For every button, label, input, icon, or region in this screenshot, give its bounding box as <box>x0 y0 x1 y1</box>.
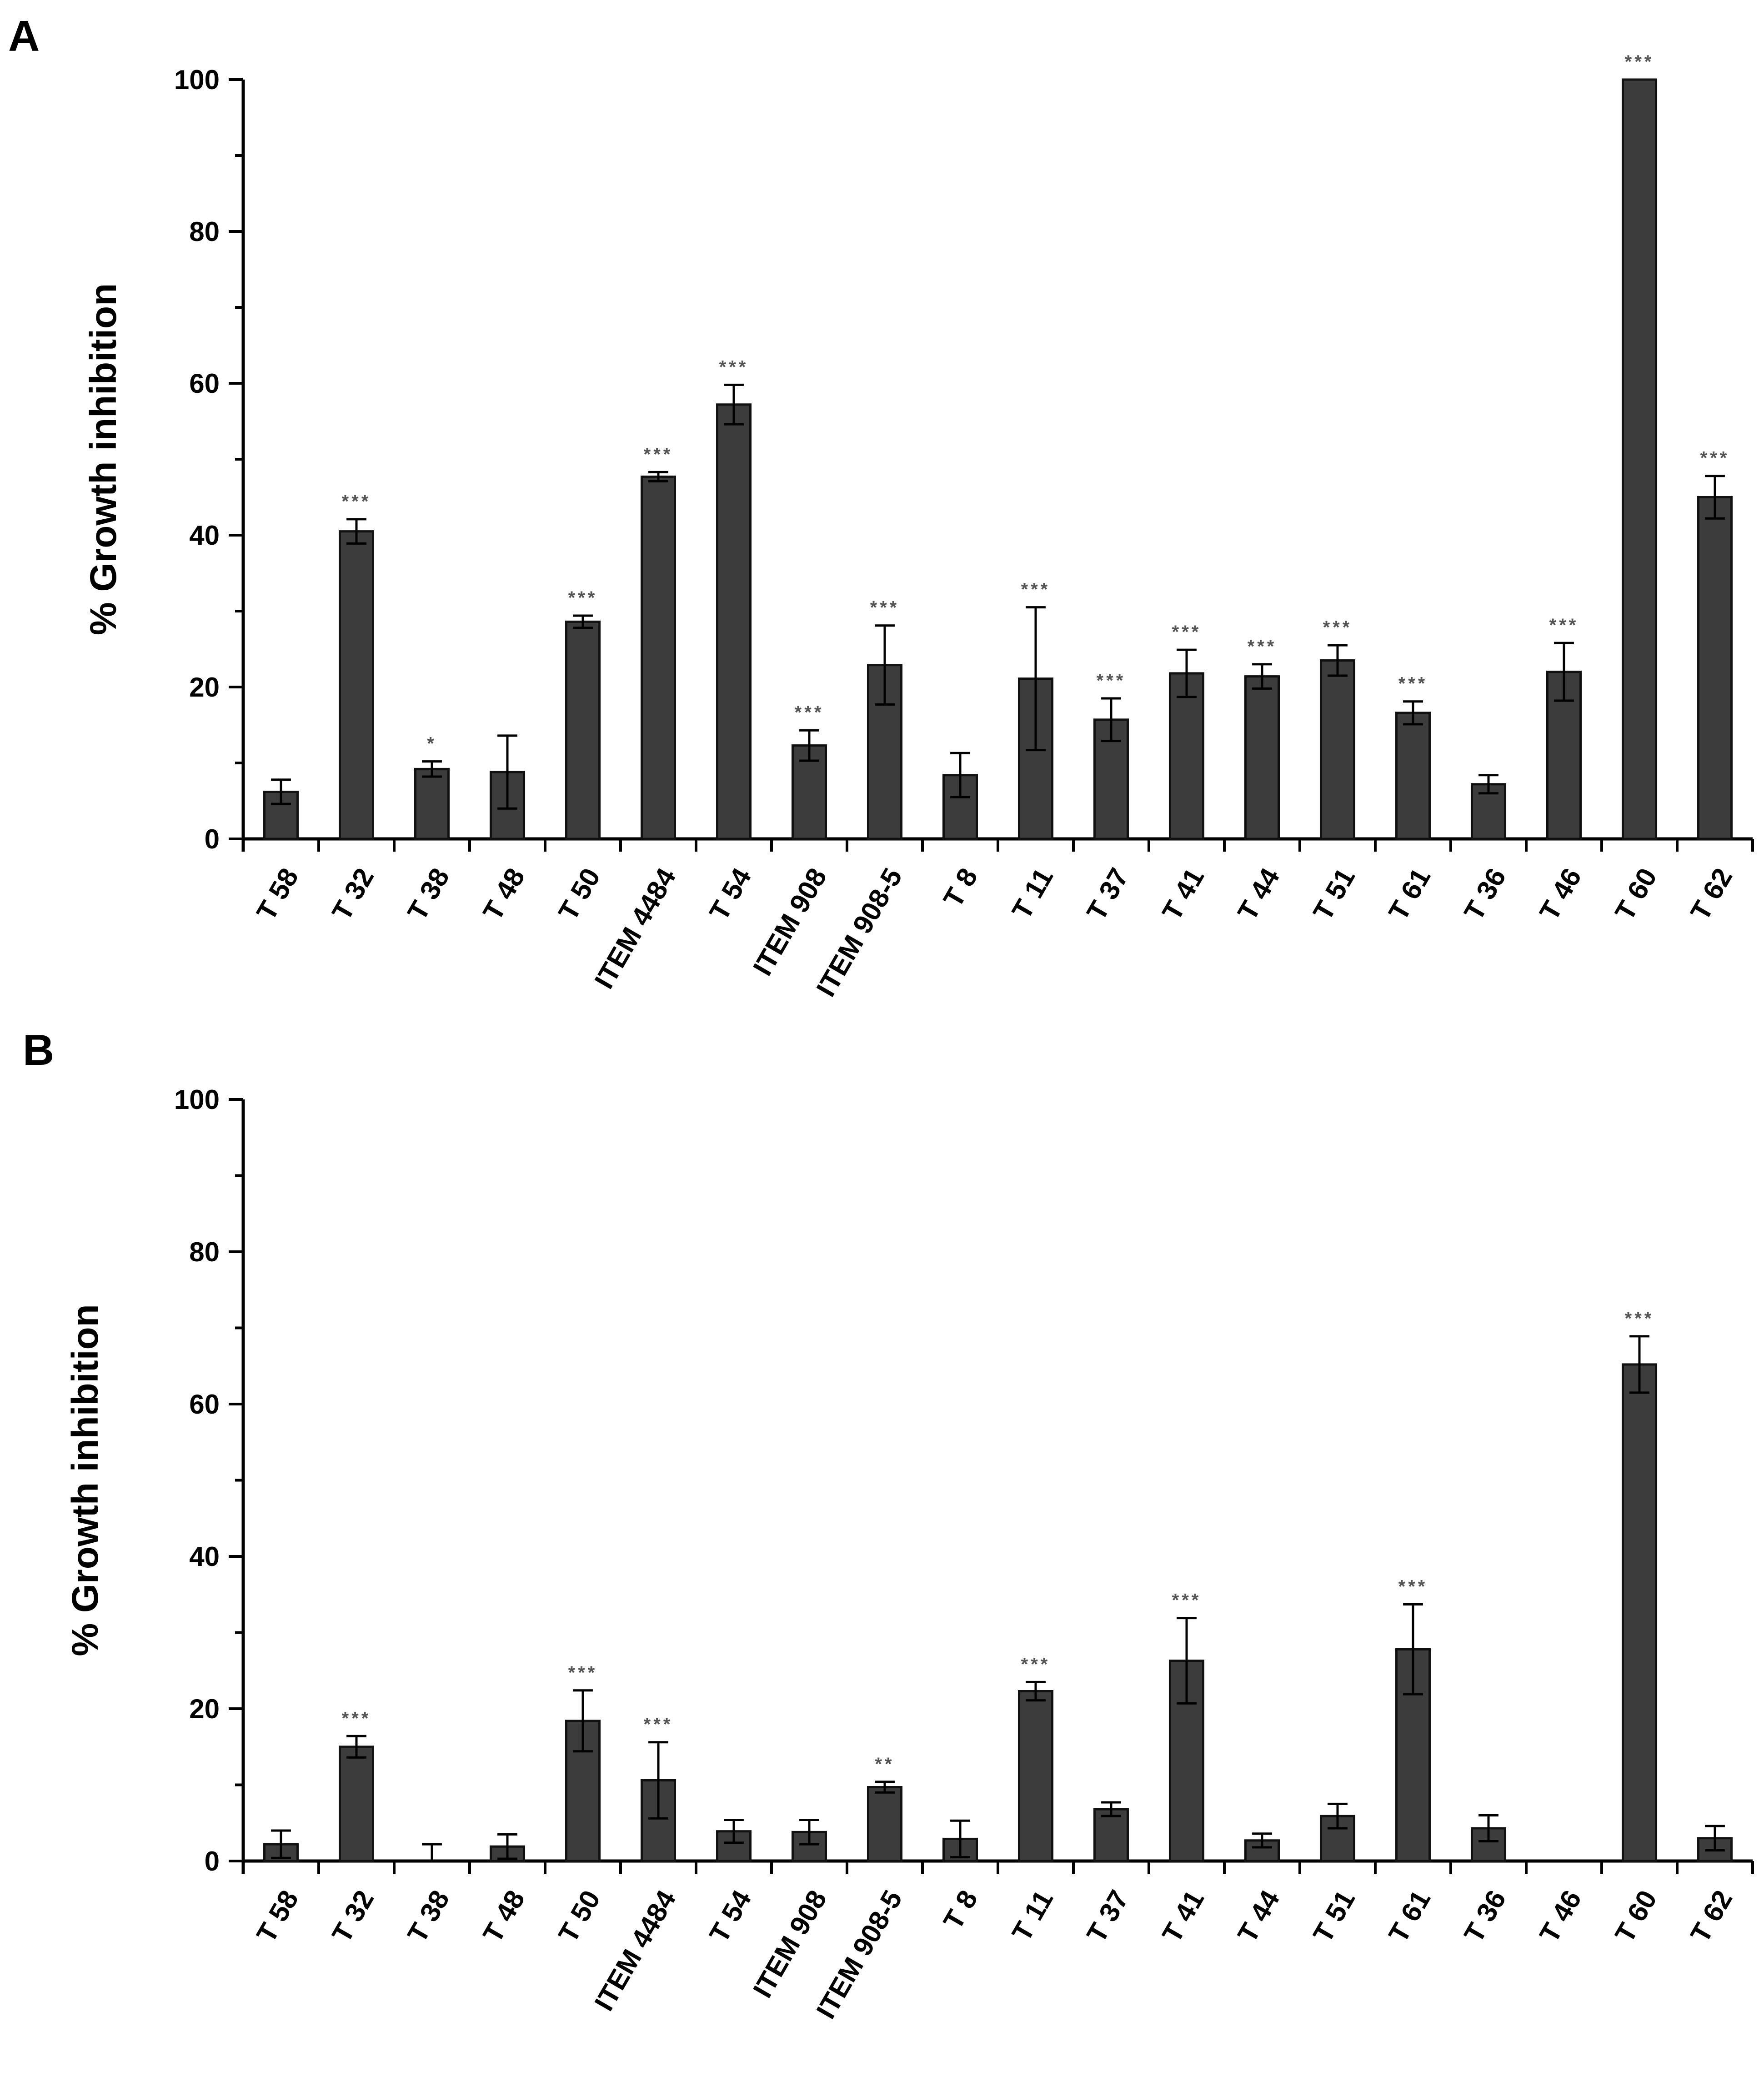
significance-mark: *** <box>1021 1654 1051 1674</box>
significance-mark: *** <box>1172 622 1202 642</box>
x-tick-label: T 61 <box>1383 863 1436 925</box>
significance-mark: *** <box>1398 1577 1428 1597</box>
significance-mark: *** <box>719 357 749 377</box>
x-tick-label: T 60 <box>1609 1885 1663 1947</box>
y-tick-label: 40 <box>189 520 220 551</box>
significance-mark: *** <box>1021 580 1051 600</box>
x-tick-label: T 11 <box>1006 863 1059 924</box>
panel-letter: A <box>8 12 40 60</box>
bar <box>1621 1363 1658 1862</box>
significance-mark: *** <box>568 1663 598 1683</box>
x-tick-label: T 11 <box>1006 1885 1059 1947</box>
x-tick-label: T 51 <box>1307 863 1361 925</box>
y-tick-label: 80 <box>189 216 220 247</box>
significance-mark: *** <box>342 1708 371 1728</box>
significance-mark: *** <box>1700 448 1730 468</box>
significance-mark: ** <box>875 1754 894 1774</box>
significance-mark: *** <box>1549 615 1579 635</box>
y-tick-label: 0 <box>205 824 220 854</box>
x-tick-label: T 61 <box>1383 1885 1436 1947</box>
y-tick-label: 60 <box>189 368 220 399</box>
x-tick-label: T 32 <box>326 863 380 925</box>
significance-mark: *** <box>1625 1309 1654 1329</box>
x-tick-label: T 38 <box>401 863 455 925</box>
x-tick-label: T 58 <box>251 863 304 925</box>
bar <box>1168 672 1205 840</box>
significance-mark: *** <box>644 444 673 464</box>
x-tick-label: T 46 <box>1533 863 1587 925</box>
bar <box>640 475 677 840</box>
x-tick-label: T 50 <box>552 1885 606 1947</box>
x-tick-label: T 54 <box>703 1885 757 1947</box>
significance-mark: *** <box>1323 617 1353 637</box>
x-tick-label: T 50 <box>552 863 606 925</box>
bar <box>1395 712 1431 840</box>
significance-mark: *** <box>1248 637 1277 657</box>
bar <box>867 1786 903 1862</box>
y-axis-label: % Growth inhibition <box>83 283 124 635</box>
x-tick-label: T 48 <box>477 863 531 925</box>
y-tick-label: 40 <box>189 1541 220 1572</box>
bar <box>1319 659 1356 840</box>
x-tick-label: T 44 <box>1232 1885 1285 1947</box>
x-tick-label: T 54 <box>703 863 757 925</box>
bar <box>1621 78 1658 840</box>
y-tick-label: 100 <box>174 1084 220 1115</box>
bar <box>1244 675 1280 840</box>
x-tick-label: T 8 <box>937 863 983 913</box>
y-axis-label: % Growth inhibition <box>65 1304 106 1656</box>
y-tick-label: 80 <box>189 1237 220 1267</box>
bar <box>716 403 752 840</box>
x-tick-label: T 37 <box>1081 863 1134 925</box>
x-tick-label: T 36 <box>1458 863 1512 925</box>
significance-mark: *** <box>1172 1590 1202 1610</box>
x-tick-label: ITEM 908 <box>747 863 832 981</box>
x-tick-label: T 58 <box>251 1885 304 1947</box>
bar <box>1697 496 1733 840</box>
y-tick-label: 0 <box>205 1846 220 1876</box>
significance-mark: *** <box>870 598 900 618</box>
significance-mark: *** <box>342 492 371 512</box>
bar <box>338 1746 375 1862</box>
significance-mark: *** <box>1398 674 1428 694</box>
x-tick-label: T 32 <box>326 1885 380 1947</box>
x-tick-label: T 36 <box>1458 1885 1512 1947</box>
y-tick-label: 60 <box>189 1389 220 1420</box>
y-tick-label: 20 <box>189 1694 220 1724</box>
chart-panel-b: B % Growth inhibition 0 20 40 60 80 100 T 58 *** T… <box>23 1026 1754 2024</box>
x-tick-label: T 8 <box>937 1885 983 1935</box>
significance-mark: * <box>427 734 437 754</box>
significance-mark: *** <box>568 588 598 608</box>
x-tick-label: T 38 <box>401 1885 455 1947</box>
significance-mark: *** <box>795 702 824 722</box>
x-tick-label: T 48 <box>477 1885 531 1947</box>
significance-mark: *** <box>1625 52 1654 72</box>
x-tick-label: ITEM 908 <box>747 1885 832 2003</box>
x-tick-label: T 51 <box>1307 1885 1361 1947</box>
x-tick-label: T 60 <box>1609 863 1663 925</box>
bar <box>1017 1690 1054 1862</box>
panel-letter: B <box>23 1026 54 1074</box>
x-tick-label: T 41 <box>1156 1885 1210 1947</box>
y-tick-label: 100 <box>174 65 220 95</box>
y-tick-label: 20 <box>189 672 220 702</box>
bar <box>565 620 601 840</box>
significance-mark: *** <box>644 1715 673 1735</box>
x-tick-label: T 37 <box>1081 1885 1134 1947</box>
bar <box>338 530 375 840</box>
x-tick-label: T 41 <box>1156 863 1210 925</box>
chart-panel-a: A % Growth inhibition 0 20 40 60 80 100 T 58 *** T… <box>8 12 1754 1002</box>
bar <box>414 768 450 840</box>
x-tick-label: T 44 <box>1232 863 1285 925</box>
x-tick-label: T 62 <box>1684 863 1738 925</box>
x-tick-label: T 62 <box>1684 1885 1738 1947</box>
x-tick-label: T 46 <box>1533 1885 1587 1947</box>
significance-mark: *** <box>1097 671 1126 691</box>
